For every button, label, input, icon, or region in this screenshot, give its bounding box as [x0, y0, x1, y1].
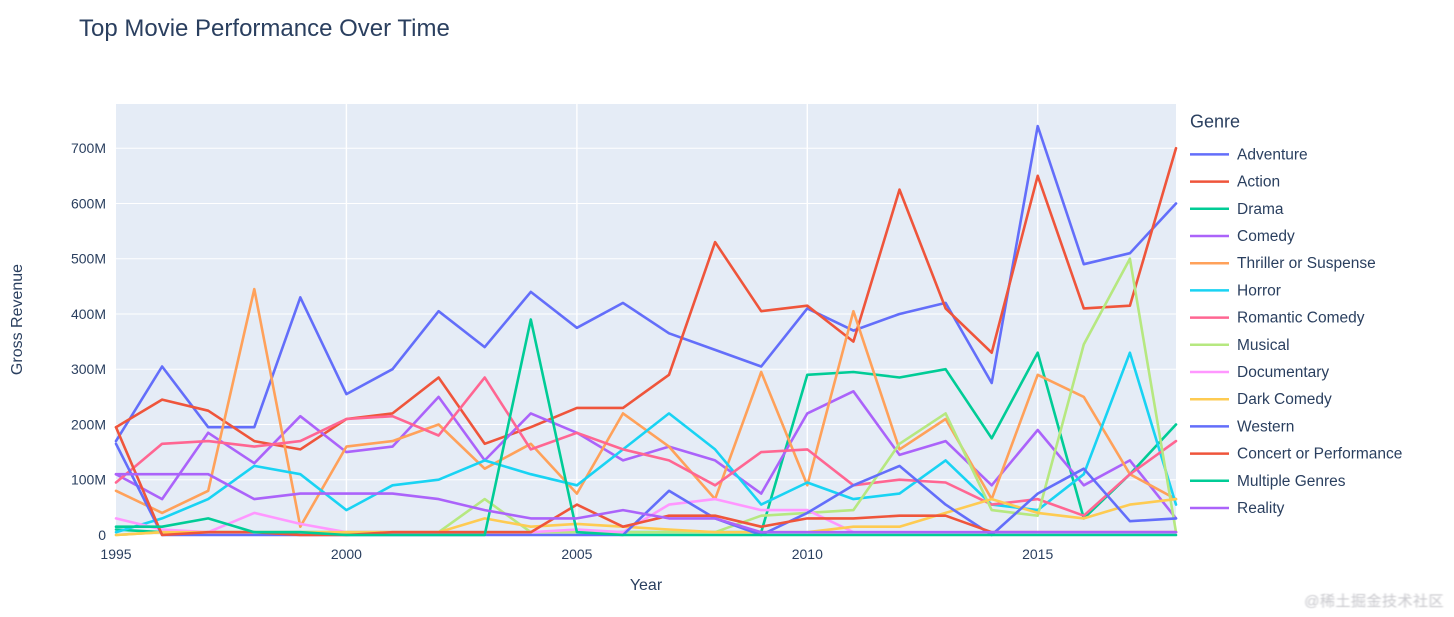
svg-text:600M: 600M — [71, 196, 106, 212]
svg-text:2010: 2010 — [792, 546, 823, 562]
svg-text:500M: 500M — [71, 251, 106, 267]
svg-text:Year: Year — [630, 577, 663, 594]
svg-text:2000: 2000 — [331, 546, 362, 562]
svg-text:700M: 700M — [71, 140, 106, 156]
svg-text:100M: 100M — [71, 472, 106, 488]
svg-text:1995: 1995 — [100, 546, 131, 562]
svg-text:200M: 200M — [71, 417, 106, 433]
svg-text:400M: 400M — [71, 306, 106, 322]
svg-text:Gross Revenue: Gross Revenue — [9, 264, 26, 375]
svg-text:2015: 2015 — [1022, 546, 1053, 562]
svg-text:2005: 2005 — [561, 546, 592, 562]
svg-text:300M: 300M — [71, 361, 106, 377]
svg-text:0: 0 — [98, 527, 106, 543]
